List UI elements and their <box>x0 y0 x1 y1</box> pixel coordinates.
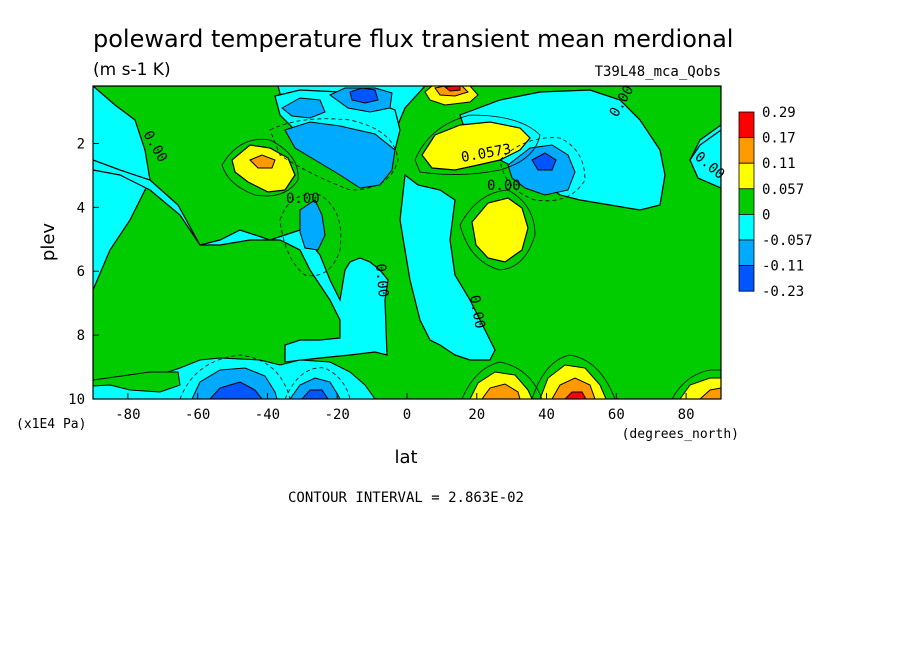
y-tick-label-3: 8 <box>77 328 85 344</box>
colorbar-swatch-2 <box>738 162 755 190</box>
region-negative-north-pole <box>689 129 721 189</box>
colorbar-label-5: -0.057 <box>762 233 813 249</box>
core-positive-south-inner <box>249 154 276 169</box>
chart-units: (m s-1 K) <box>93 60 171 80</box>
core-negative-north-deep <box>531 152 557 171</box>
x-tick-label-1: -60 <box>185 407 210 423</box>
y-units-label: (x1E4 Pa) <box>16 417 86 432</box>
x-tick-label-5: 20 <box>468 407 485 423</box>
region-negative-equator <box>399 173 496 361</box>
region-positive-lower-band <box>93 371 181 393</box>
core-negative-lower-26s <box>289 377 341 399</box>
chart-title: poleward temperature flux transient mean… <box>93 25 733 53</box>
x-tick-label-2: -40 <box>255 407 280 423</box>
colorbar-label-7: -0.23 <box>762 284 804 300</box>
x-tick-label-0: -80 <box>115 407 140 423</box>
x-tick-label-8: 80 <box>678 407 695 423</box>
core-negative-top-deep <box>349 87 379 104</box>
core-positive-upper-north <box>421 121 531 171</box>
y-tick-label-4: 10 <box>68 392 85 408</box>
colorbar-label-0: 0.29 <box>762 105 796 121</box>
core-negative-lower-26s-deep <box>301 389 329 399</box>
core-negative-mid-south <box>284 121 396 189</box>
colorbar-swatch-0 <box>738 111 755 139</box>
colorbar-label-4: 0 <box>762 207 770 223</box>
y-axis-label: plev <box>38 223 59 262</box>
solid-contours <box>221 114 721 399</box>
x-axis-label: lat <box>394 447 417 468</box>
core-negative-tropo-south <box>299 199 326 251</box>
contour-interval-note: CONTOUR INTERVAL = 2.863E-02 <box>288 490 524 506</box>
colorbar-swatch-4 <box>738 213 755 241</box>
y-tick-label-0: 2 <box>77 136 85 152</box>
dashed-contour-4 <box>179 354 291 399</box>
solid-contour-2 <box>459 189 536 271</box>
plot-area <box>93 86 721 399</box>
y-tick-label-2: 6 <box>77 264 85 280</box>
core-positive-lower-46n-inner <box>551 377 596 399</box>
core-positive-lower-46n-deep <box>564 391 587 399</box>
y-axis: 2 4 6 8 10 <box>68 136 99 408</box>
dashed-contour-2 <box>269 118 399 191</box>
core-positive-lower-26n-inner <box>481 383 521 399</box>
colorbar-label-6: -0.11 <box>762 259 804 275</box>
contour-label-4: 0.00 <box>466 294 488 330</box>
colorbar: 0.29 0.17 0.11 0.057 0 -0.057 -0.11 -0.23 <box>738 105 813 300</box>
core-positive-lower-86n-inner <box>699 387 721 399</box>
x-tick-label-4: 0 <box>403 407 411 423</box>
region-negative-south <box>93 159 389 363</box>
core-positive-mid-north <box>471 197 529 263</box>
contour-label-2: 0.00 <box>286 191 320 207</box>
colorbar-label-2: 0.11 <box>762 156 796 172</box>
colorbar-swatch-6 <box>738 265 755 292</box>
colorbar-swatch-1 <box>738 137 755 164</box>
colorbar-swatch-5 <box>738 239 755 267</box>
solid-contour-1 <box>221 138 299 197</box>
core-negative-lower-45s-deep <box>209 381 263 399</box>
dashed-contour-3 <box>499 137 586 202</box>
solid-contour-4 <box>461 361 543 399</box>
solid-contour-6 <box>671 369 721 399</box>
x-units-label: (degrees_north) <box>622 427 739 442</box>
dashed-contour-1 <box>279 193 342 277</box>
contour-label-5: 0.00 <box>487 178 521 194</box>
contour-label-3: 0.00 <box>372 263 391 298</box>
core-negative-upper-south <box>281 97 326 119</box>
solid-contour-5 <box>531 354 616 399</box>
x-axis: -80 -60 -40 -20 0 20 40 60 80 <box>115 393 695 423</box>
solid-contour-3 <box>414 114 541 175</box>
x-tick-label-7: 60 <box>608 407 625 423</box>
colorbar-swatch-3 <box>738 188 755 215</box>
colorbar-label-3: 0.057 <box>762 182 804 198</box>
y-tick-label-1: 4 <box>77 200 85 216</box>
x-tick-label-3: -20 <box>325 407 350 423</box>
colorbar-label-1: 0.17 <box>762 131 796 147</box>
x-tick-label-6: 40 <box>538 407 555 423</box>
dataset-label: T39L48_mca_Qobs <box>595 64 721 80</box>
dashed-contours <box>179 118 586 399</box>
